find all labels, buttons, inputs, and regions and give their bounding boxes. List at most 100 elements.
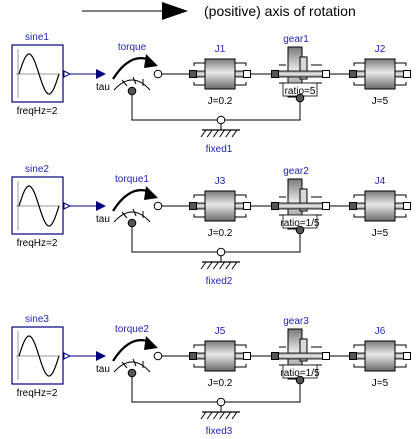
inertia-b-block[interactable]: J4 J=5 [349,176,411,239]
ground-hatch [200,261,207,270]
ground-hatch [206,129,213,138]
inertia-flange-b[interactable] [403,202,411,210]
inertia-b-block[interactable]: J2 J=5 [349,44,411,107]
inertia-icon [364,340,396,372]
ground-hatch [219,261,226,270]
torque-input-port[interactable] [96,201,106,211]
inertia-flange-a[interactable] [189,70,197,78]
torque-output-flange[interactable] [153,69,163,79]
inertia-flange-a[interactable] [349,352,357,360]
inertia-a-name: J1 [215,44,226,55]
inertia-bracket-bottom [193,214,247,218]
inertia-bracket-top [193,194,247,198]
torque-support-flange[interactable] [127,218,137,228]
gear-flange-a[interactable] [271,202,279,210]
torque-port-label: tau [96,364,110,375]
torque-hatch [121,361,128,369]
inertia-icon [204,58,236,90]
inertia-b-param: J=5 [372,228,389,239]
ground-hatch [206,261,213,270]
gear-shaft [275,70,327,78]
torque-arc-icon [112,57,151,80]
sine-source-name: sine3 [25,314,49,325]
gear-flange-b[interactable] [322,202,330,210]
sine-source-block[interactable]: sine2 freqHz=2 [11,164,72,249]
inertia-flange-b[interactable] [243,70,251,78]
fixed-block[interactable]: fixed1 [200,115,240,155]
support-connection [131,227,301,253]
inertia-flange-b[interactable] [243,352,251,360]
gear-block[interactable]: gear1 ratio=5 [271,34,330,98]
inertia-bracket-top [193,62,247,66]
inertia-bracket-bottom [353,82,407,86]
sine-output-port[interactable] [63,352,72,360]
diagram-row-1: sine1 freqHz=2 torque tau J1 J=0.2 gear1 ratio=… [11,32,411,155]
sine-source-block[interactable]: sine1 freqHz=2 [11,32,72,117]
sine-output-port[interactable] [63,70,72,78]
gear-block[interactable]: gear2 ratio=1/5 [271,166,330,230]
inertia-b-name: J6 [375,326,386,337]
torque-arc-arrowhead [144,54,158,68]
inertia-flange-a[interactable] [349,202,357,210]
inertia-flange-a[interactable] [349,70,357,78]
torque-name: torque [118,42,147,53]
gear-flange-a[interactable] [271,70,279,78]
torque-input-port[interactable] [96,351,106,361]
gear-support-flange[interactable] [295,375,305,385]
gear-flange-b[interactable] [322,352,330,360]
gear-block[interactable]: gear3 ratio=1/5 [271,316,330,380]
inertia-b-param: J=5 [372,378,389,389]
inertia-bracket-top [353,62,407,66]
diagram-rows: sine1 freqHz=2 torque tau J1 J=0.2 gear1 ratio=… [11,32,411,437]
gear-support-flange[interactable] [295,225,305,235]
torque-block[interactable]: torque2 tau [96,324,158,378]
sine-source-param: freqHz=2 [17,388,58,399]
torque-output-flange[interactable] [153,201,163,211]
inertia-b-block[interactable]: J6 J=5 [349,326,411,389]
ground-hatch [219,411,226,420]
ground-hatch [212,261,219,270]
torque-hatch [121,79,128,87]
torque-block[interactable]: torque1 tau [96,174,158,228]
sine-source-block[interactable]: sine3 freqHz=2 [11,314,72,399]
inertia-flange-b[interactable] [403,70,411,78]
torque-support-flange[interactable] [127,86,137,96]
gear-flange-a[interactable] [271,352,279,360]
inertia-a-param: J=0.2 [208,378,233,389]
sine-output-port[interactable] [63,202,72,210]
sine-source-name: sine2 [25,164,49,175]
torque-input-port[interactable] [96,69,106,79]
torque-block[interactable]: torque tau [96,42,158,96]
inertia-a-block[interactable]: J5 J=0.2 [189,326,251,389]
gear-name: gear1 [283,34,309,45]
ground-hatch [225,261,232,270]
inertia-flange-b[interactable] [243,202,251,210]
fixed-flange[interactable] [216,247,226,257]
fixed-flange[interactable] [216,115,226,125]
fixed-block[interactable]: fixed2 [200,247,240,287]
inertia-flange-b[interactable] [403,352,411,360]
gear-support-flange[interactable] [295,93,305,103]
fixed-flange[interactable] [216,397,226,407]
ground-hatch [231,411,238,420]
ground-hatch [231,261,238,270]
torque-hatch [132,76,137,85]
rotation-axis-arrow-head [162,2,188,20]
inertia-a-block[interactable]: J3 J=0.2 [189,176,251,239]
torque-hatch [121,211,128,219]
inertia-a-block[interactable]: J1 J=0.2 [189,44,251,107]
torque-support-flange[interactable] [127,368,137,378]
fixed-block[interactable]: fixed3 [200,397,240,437]
gear-flange-b[interactable] [322,70,330,78]
inertia-b-name: J4 [375,176,386,187]
torque-output-flange[interactable] [153,351,163,361]
inertia-flange-a[interactable] [189,202,197,210]
gear-param: ratio=1/5 [280,218,320,229]
torque-port-label: tau [96,214,110,225]
torque-hatch [132,358,137,367]
inertia-bracket-top [193,344,247,348]
sine-wave-icon [18,185,60,227]
inertia-icon [364,58,396,90]
inertia-flange-a[interactable] [189,352,197,360]
gear-param: ratio=5 [285,86,316,97]
